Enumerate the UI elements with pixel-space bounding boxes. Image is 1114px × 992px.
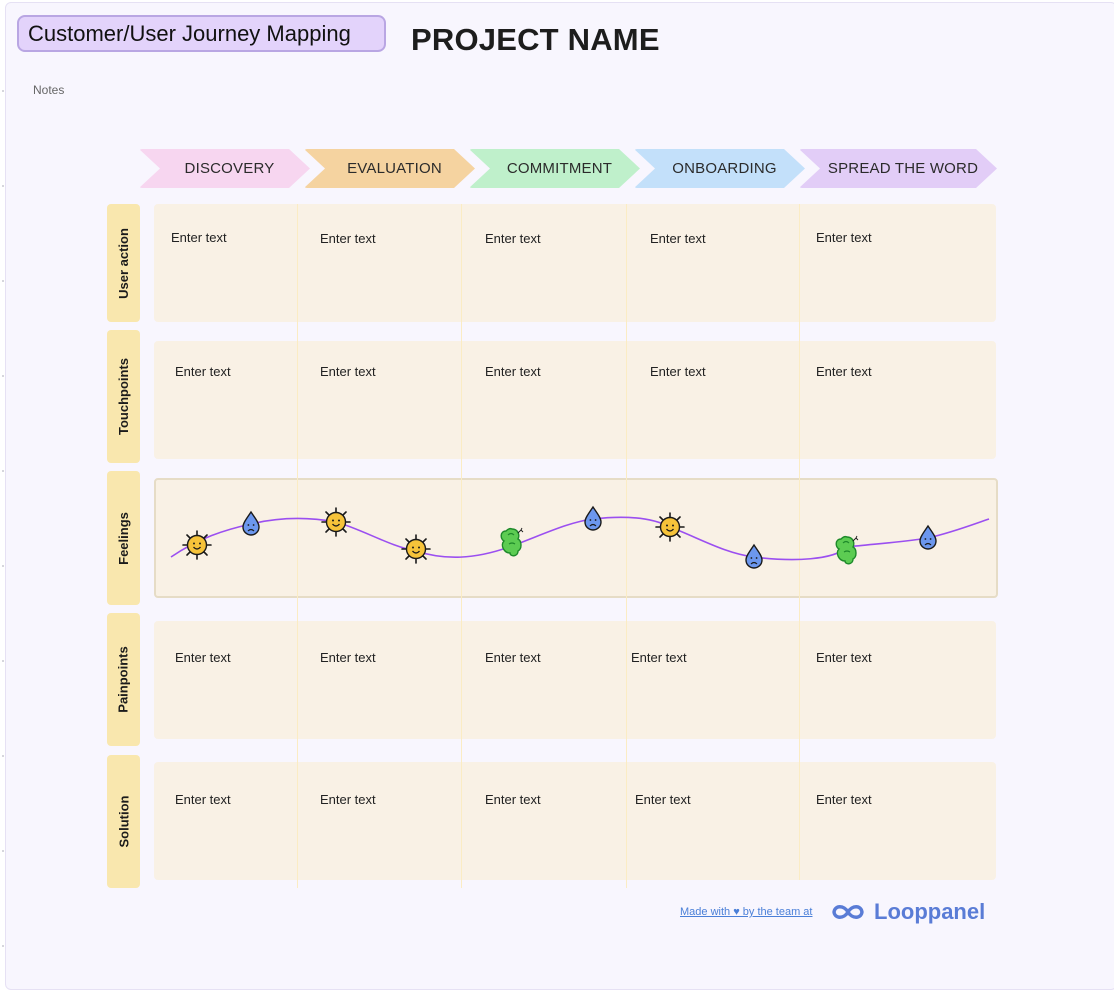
happy-sun-icon [321, 507, 351, 537]
sad-drop-icon [584, 506, 602, 531]
stage-spread-the-word[interactable]: SPREAD THE WORD [799, 149, 997, 188]
touchpoints-cell-spread[interactable]: Enter text [816, 364, 872, 379]
row-panel-solution [154, 762, 996, 880]
sad-drop-icon [745, 544, 763, 569]
solution-cell-spread[interactable]: Enter text [816, 792, 872, 807]
sad-drop-icon [919, 525, 937, 550]
row-label-touchpoints[interactable]: Touchpoints [107, 330, 140, 463]
touchpoints-cell-commitment[interactable]: Enter text [485, 364, 541, 379]
stage-evaluation[interactable]: EVALUATION [304, 149, 475, 188]
painpoints-cell-commitment[interactable]: Enter text [485, 650, 541, 665]
column-divider [799, 204, 800, 880]
canvas-ruler [0, 0, 5, 992]
stage-label: EVALUATION [347, 160, 442, 177]
user-action-cell-spread[interactable]: Enter text [816, 230, 872, 245]
row-label-feelings[interactable]: Feelings [107, 471, 140, 605]
brand-name: Looppanel [874, 899, 986, 924]
touchpoints-cell-evaluation[interactable]: Enter text [320, 364, 376, 379]
row-label-painpoints[interactable]: Painpoints [107, 613, 140, 746]
row-label-user-action[interactable]: User action [107, 204, 140, 322]
row-label-text: Painpoints [116, 646, 132, 713]
column-divider [461, 204, 462, 888]
sad-drop-icon [242, 511, 260, 536]
user-action-cell-discovery[interactable]: Enter text [171, 230, 227, 245]
happy-sun-icon [655, 512, 685, 542]
painpoints-cell-evaluation[interactable]: Enter text [320, 650, 376, 665]
looppanel-brand[interactable]: Looppanel [830, 899, 985, 925]
stage-onboarding[interactable]: ONBOARDING [634, 149, 805, 188]
row-panel-feelings [154, 478, 998, 598]
infinity-logo-icon [832, 905, 864, 919]
row-label-text: Solution [116, 795, 131, 848]
column-divider [297, 204, 298, 888]
touchpoints-cell-onboarding[interactable]: Enter text [650, 364, 706, 379]
stage-discovery[interactable]: DISCOVERY [139, 149, 310, 188]
solution-cell-onboarding[interactable]: Enter text [635, 792, 691, 807]
happy-sun-icon [182, 530, 212, 560]
painpoints-cell-onboarding[interactable]: Enter text [631, 650, 687, 665]
row-label-solution[interactable]: Solution [107, 755, 140, 888]
solution-cell-discovery[interactable]: Enter text [175, 792, 231, 807]
feelings-journey-curve [170, 506, 990, 569]
row-label-text: Touchpoints [116, 357, 131, 436]
row-label-text: User action [116, 227, 131, 299]
user-action-cell-onboarding[interactable]: Enter text [650, 231, 706, 246]
solution-cell-evaluation[interactable]: Enter text [320, 792, 376, 807]
user-action-cell-evaluation[interactable]: Enter text [320, 231, 376, 246]
anxious-blob-icon [835, 535, 859, 565]
row-panel-user-action [154, 204, 996, 322]
stage-label: COMMITMENT [506, 160, 613, 177]
row-panel-touchpoints [154, 341, 996, 459]
stage-commitment[interactable]: COMMITMENT [469, 149, 640, 188]
painpoints-cell-spread[interactable]: Enter text [816, 650, 872, 665]
solution-cell-commitment[interactable]: Enter text [485, 792, 541, 807]
stage-label: SPREAD THE WORD [827, 160, 979, 177]
row-label-text: Feelings [116, 511, 131, 565]
column-divider [626, 204, 627, 888]
anxious-blob-icon [500, 527, 524, 557]
touchpoints-cell-discovery[interactable]: Enter text [175, 364, 231, 379]
happy-sun-icon [401, 534, 431, 564]
made-with-link[interactable]: Made with ♥ by the team at [680, 906, 813, 918]
stage-label: DISCOVERY [184, 160, 275, 177]
template-title[interactable]: Customer/User Journey Mapping [17, 15, 386, 52]
notes-label[interactable]: Notes [33, 83, 65, 97]
user-action-cell-commitment[interactable]: Enter text [485, 231, 541, 246]
painpoints-cell-discovery[interactable]: Enter text [175, 650, 231, 665]
row-panel-painpoints [154, 621, 996, 739]
stage-label: ONBOARDING [672, 160, 777, 177]
project-name-heading[interactable]: PROJECT NAME [411, 22, 660, 57]
